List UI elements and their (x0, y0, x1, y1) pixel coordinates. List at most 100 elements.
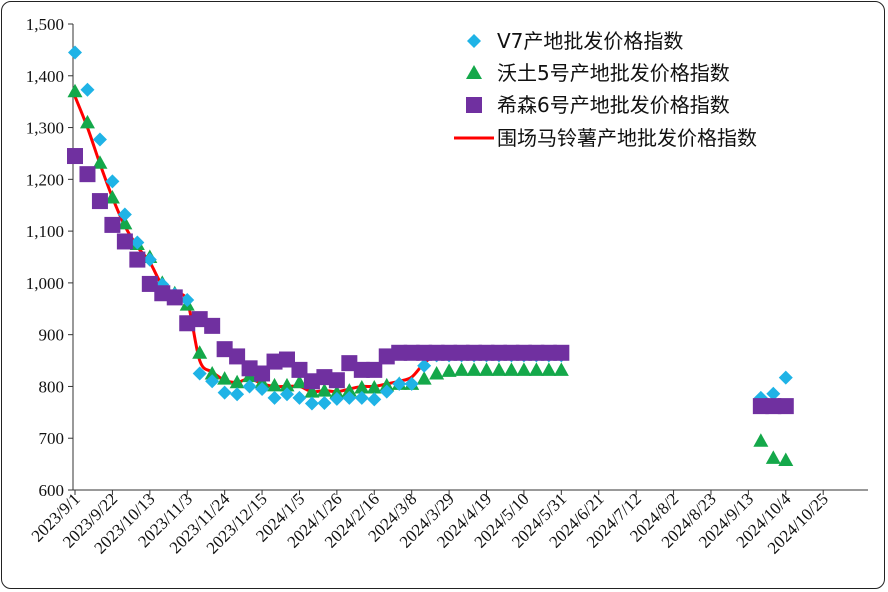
point-xisen (278, 351, 295, 368)
point-v7 (230, 387, 245, 402)
y-tick-label: 600 (39, 481, 65, 500)
point-wotu (503, 362, 519, 376)
point-xisen (316, 369, 333, 386)
point-wotu (454, 362, 470, 376)
legend-marker-wotu (466, 65, 482, 79)
point-v7 (180, 292, 195, 307)
point-v7 (105, 174, 120, 189)
point-wotu (192, 345, 208, 359)
point-wotu (479, 362, 495, 376)
point-v7 (267, 390, 282, 405)
point-wotu (267, 377, 283, 392)
point-xisen (104, 216, 121, 233)
point-xisen (116, 233, 133, 250)
point-v7 (354, 390, 369, 405)
point-wotu (204, 366, 220, 380)
point-wotu (491, 362, 507, 376)
point-xisen (91, 193, 108, 210)
point-v7 (417, 358, 432, 373)
point-v7 (329, 391, 344, 406)
point-xisen (777, 398, 794, 415)
point-v7 (117, 207, 132, 222)
y-tick-label: 1,200 (26, 170, 64, 189)
point-xisen (141, 275, 158, 292)
point-wotu (279, 377, 295, 392)
point-wotu (291, 374, 307, 389)
point-wotu (753, 433, 769, 447)
point-v7 (778, 370, 793, 385)
y-tick-label: 1,500 (26, 15, 64, 34)
point-xisen (241, 360, 258, 377)
point-wotu (466, 362, 482, 376)
point-xisen (154, 285, 171, 302)
point-wotu (217, 371, 233, 385)
point-wotu (304, 384, 320, 398)
point-wotu (541, 362, 557, 376)
point-v7 (68, 45, 82, 60)
y-tick-label: 800 (39, 377, 65, 396)
legend-label-xisen: 希森6号产地批发价格指数 (497, 93, 730, 117)
point-v7 (766, 386, 781, 401)
point-wotu (366, 379, 382, 394)
point-xisen (366, 361, 383, 378)
point-v7 (342, 390, 357, 405)
point-v7 (205, 374, 220, 389)
point-v7 (92, 132, 107, 147)
point-wotu (765, 450, 781, 464)
y-tick-label: 1,000 (26, 274, 64, 293)
point-xisen (478, 344, 495, 361)
point-xisen (441, 344, 458, 361)
point-wotu (117, 215, 133, 230)
point-v7 (317, 396, 332, 411)
point-xisen (254, 365, 271, 382)
point-xisen (378, 348, 395, 365)
point-wotu (416, 371, 432, 385)
legend-label-v7: V7产地批发价格指数 (497, 29, 683, 53)
legend-label-wotu: 沃土5号产地批发价格指数 (497, 61, 730, 85)
point-v7 (130, 235, 145, 250)
point-wotu (67, 83, 83, 98)
point-xisen (528, 344, 545, 361)
point-v7 (279, 387, 294, 402)
point-wotu (553, 362, 569, 376)
point-xisen (453, 344, 470, 361)
point-wotu (254, 374, 270, 389)
point-v7 (80, 82, 95, 97)
point-wotu (316, 383, 332, 397)
point-xisen (503, 344, 520, 361)
y-tick-label: 1,400 (26, 67, 64, 86)
point-xisen (391, 344, 408, 361)
point-xisen (303, 373, 320, 390)
point-xisen (341, 355, 358, 372)
point-v7 (142, 252, 157, 267)
point-wotu (79, 114, 95, 129)
legend-marker-v7 (467, 34, 481, 48)
point-xisen (416, 344, 433, 361)
point-xisen (328, 372, 345, 389)
point-xisen (765, 398, 782, 415)
point-xisen (191, 311, 208, 328)
point-v7 (367, 392, 382, 407)
point-xisen (129, 251, 146, 268)
point-xisen (752, 398, 769, 415)
point-xisen (428, 344, 445, 361)
point-xisen (229, 348, 246, 365)
point-wotu (341, 383, 357, 397)
point-wotu (429, 366, 445, 380)
point-v7 (255, 382, 270, 397)
point-wotu (354, 379, 370, 394)
point-xisen (466, 344, 483, 361)
point-v7 (242, 379, 257, 394)
point-v7 (304, 396, 319, 411)
point-xisen (553, 344, 570, 361)
point-v7 (292, 390, 307, 405)
point-wotu (92, 155, 108, 169)
point-v7 (404, 376, 419, 391)
point-xisen (266, 353, 283, 370)
point-xisen (291, 361, 308, 378)
point-xisen (216, 341, 233, 358)
point-v7 (392, 376, 407, 391)
point-wotu (516, 362, 532, 376)
